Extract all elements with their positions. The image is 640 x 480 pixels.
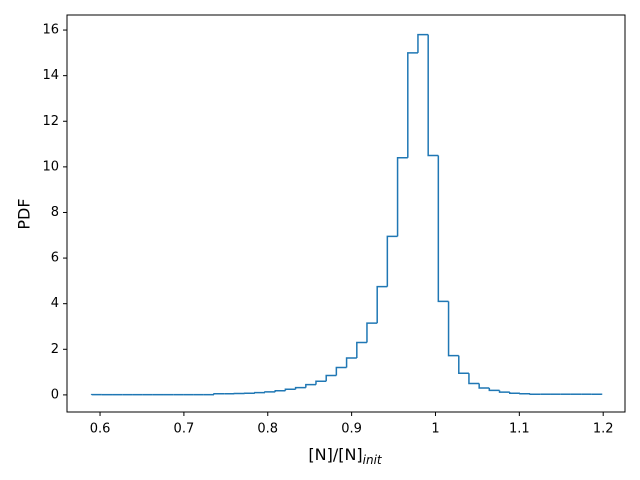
histogram-step <box>284 388 296 391</box>
histogram-step <box>315 380 327 385</box>
x-tick-label: 1 <box>431 422 439 437</box>
histogram-step <box>274 390 286 392</box>
histogram-step <box>591 393 603 395</box>
x-label-main: [N]/[N] <box>308 445 362 464</box>
histogram-step <box>498 390 510 393</box>
histogram-step <box>254 391 265 394</box>
y-tick-label: 14 <box>42 68 59 83</box>
y-tick-label: 10 <box>42 159 59 174</box>
histogram-step <box>376 285 388 324</box>
y-tick-label: 16 <box>42 23 59 38</box>
x-tick-label: 0.7 <box>174 422 195 437</box>
histogram-step <box>427 34 439 157</box>
x-tick-label: 0.6 <box>90 422 111 437</box>
x-tick-label: 1.1 <box>509 422 530 437</box>
histogram-step <box>468 373 480 385</box>
x-tick-label: 1.2 <box>593 422 614 437</box>
histogram-step <box>294 386 306 390</box>
y-tick-label: 8 <box>51 205 59 220</box>
x-tick-label: 0.9 <box>341 422 362 437</box>
y-tick-label: 0 <box>51 387 59 402</box>
histogram-step <box>366 322 378 343</box>
histogram-step <box>509 392 520 395</box>
histogram-step <box>386 235 398 287</box>
histogram-step <box>417 33 429 53</box>
histogram-step <box>335 366 347 376</box>
plot-frame <box>66 14 626 413</box>
y-tick-label: 12 <box>42 114 59 129</box>
y-tick-label: 2 <box>51 342 59 357</box>
histogram-step <box>478 383 490 389</box>
histogram-step <box>407 52 418 158</box>
histogram-step <box>437 155 449 303</box>
histogram-step <box>305 383 316 388</box>
histogram-step <box>264 391 276 393</box>
x-label-sub: init <box>363 453 383 467</box>
histogram-step <box>356 341 367 358</box>
histogram-step <box>396 156 408 237</box>
histogram-step <box>458 355 469 374</box>
y-axis-label: PDF <box>15 198 34 229</box>
y-tick-label: 4 <box>51 296 59 311</box>
histogram-step <box>447 301 459 357</box>
histogram-step <box>325 374 337 382</box>
y-tick-label: 6 <box>51 251 59 266</box>
histogram-step <box>488 388 500 392</box>
histogram-step <box>345 357 357 368</box>
histogram-step <box>213 393 225 395</box>
x-tick-label: 0.8 <box>257 422 278 437</box>
x-axis-label: [N]/[N]init <box>308 445 383 467</box>
